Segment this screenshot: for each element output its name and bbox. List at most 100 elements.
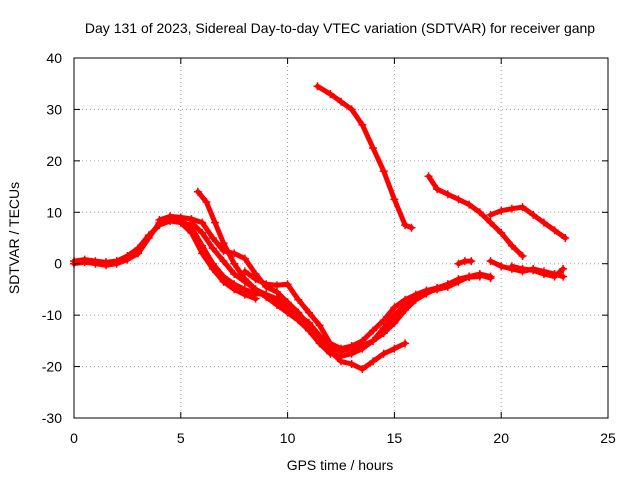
x-axis-label: GPS time / hours [287,457,394,473]
data-point [193,187,202,196]
data-point [294,308,303,317]
data-point [219,246,228,255]
data-point [550,272,559,281]
data-point [315,331,324,340]
data-point [358,120,367,129]
data-point [559,264,568,273]
data-point [187,228,196,237]
data-point [112,257,121,266]
data-point [358,336,367,345]
data-point [539,270,548,278]
data-point [187,214,196,223]
data-point [475,272,484,281]
data-point [550,226,559,235]
data-point [230,259,239,268]
data-point [326,339,335,348]
series-trace-arc-7 [315,83,414,231]
y-tick-label: -20 [42,359,62,375]
data-point [283,298,292,307]
data-point [102,258,111,267]
grid-lines [74,58,608,418]
data-point [326,90,335,98]
data-points [70,82,570,374]
data-point [407,223,416,232]
data-point [433,185,442,194]
data-point [454,195,463,204]
data-point [176,213,185,222]
data-point [208,264,217,273]
data-point [337,97,345,106]
data-point [272,295,281,304]
data-point [240,267,249,276]
data-point [337,344,345,353]
data-point [465,273,474,282]
y-tick-label: 40 [46,50,62,66]
data-point [486,218,495,227]
data-point [411,290,420,299]
data-point [529,210,538,219]
x-tick-label: 20 [493,430,509,446]
y-tick-label: -10 [42,307,62,323]
data-point [347,105,356,114]
x-tick-label: 25 [600,430,616,446]
x-tick-label: 0 [70,430,78,446]
data-point [304,321,313,330]
data-point [210,218,219,227]
data-point [433,283,442,292]
data-point [313,82,322,91]
x-tick-label: 5 [177,430,185,446]
data-point [155,216,164,224]
data-point [347,360,356,368]
data-point [379,167,388,176]
data-point [401,295,410,304]
data-point [294,295,303,304]
data-point [262,280,271,289]
data-point [497,262,506,271]
data-point [251,294,260,303]
data-point [401,339,410,348]
data-point [219,257,228,266]
data-point [518,264,527,273]
data-point [369,357,378,366]
data-point [123,252,132,260]
data-point [240,290,249,299]
data-point [144,231,153,240]
data-point [486,210,495,219]
data-point [272,288,281,296]
axis-ticks: 0 5 10 15 20 25 -30 -20 -10 0 10 20 30 40 [42,50,616,446]
data-point [240,254,249,263]
data-point [219,239,228,248]
data-point [208,234,217,242]
data-point [202,198,211,206]
data-point [369,326,378,335]
data-point [443,190,452,199]
data-point [390,195,399,204]
data-point [559,272,568,281]
data-point [230,249,239,258]
data-point [208,244,217,253]
data-point [486,274,495,283]
data-point [240,277,249,286]
data-point [465,200,474,209]
x-tick-label: 10 [280,430,296,446]
data-point [251,275,260,284]
data-point [390,318,399,327]
data-point [251,285,260,294]
data-point [422,286,431,295]
data-point [390,344,399,353]
data-point [486,257,495,266]
data-point [304,308,313,317]
data-point [272,281,281,290]
data-point [454,276,463,285]
data-point [198,228,207,237]
data-point [401,306,410,314]
data-point [454,259,463,268]
data-point [507,241,516,250]
data-point [283,280,292,289]
data-point [497,206,506,215]
data-point [91,257,100,266]
data-point [561,234,570,242]
data-point [358,365,367,374]
